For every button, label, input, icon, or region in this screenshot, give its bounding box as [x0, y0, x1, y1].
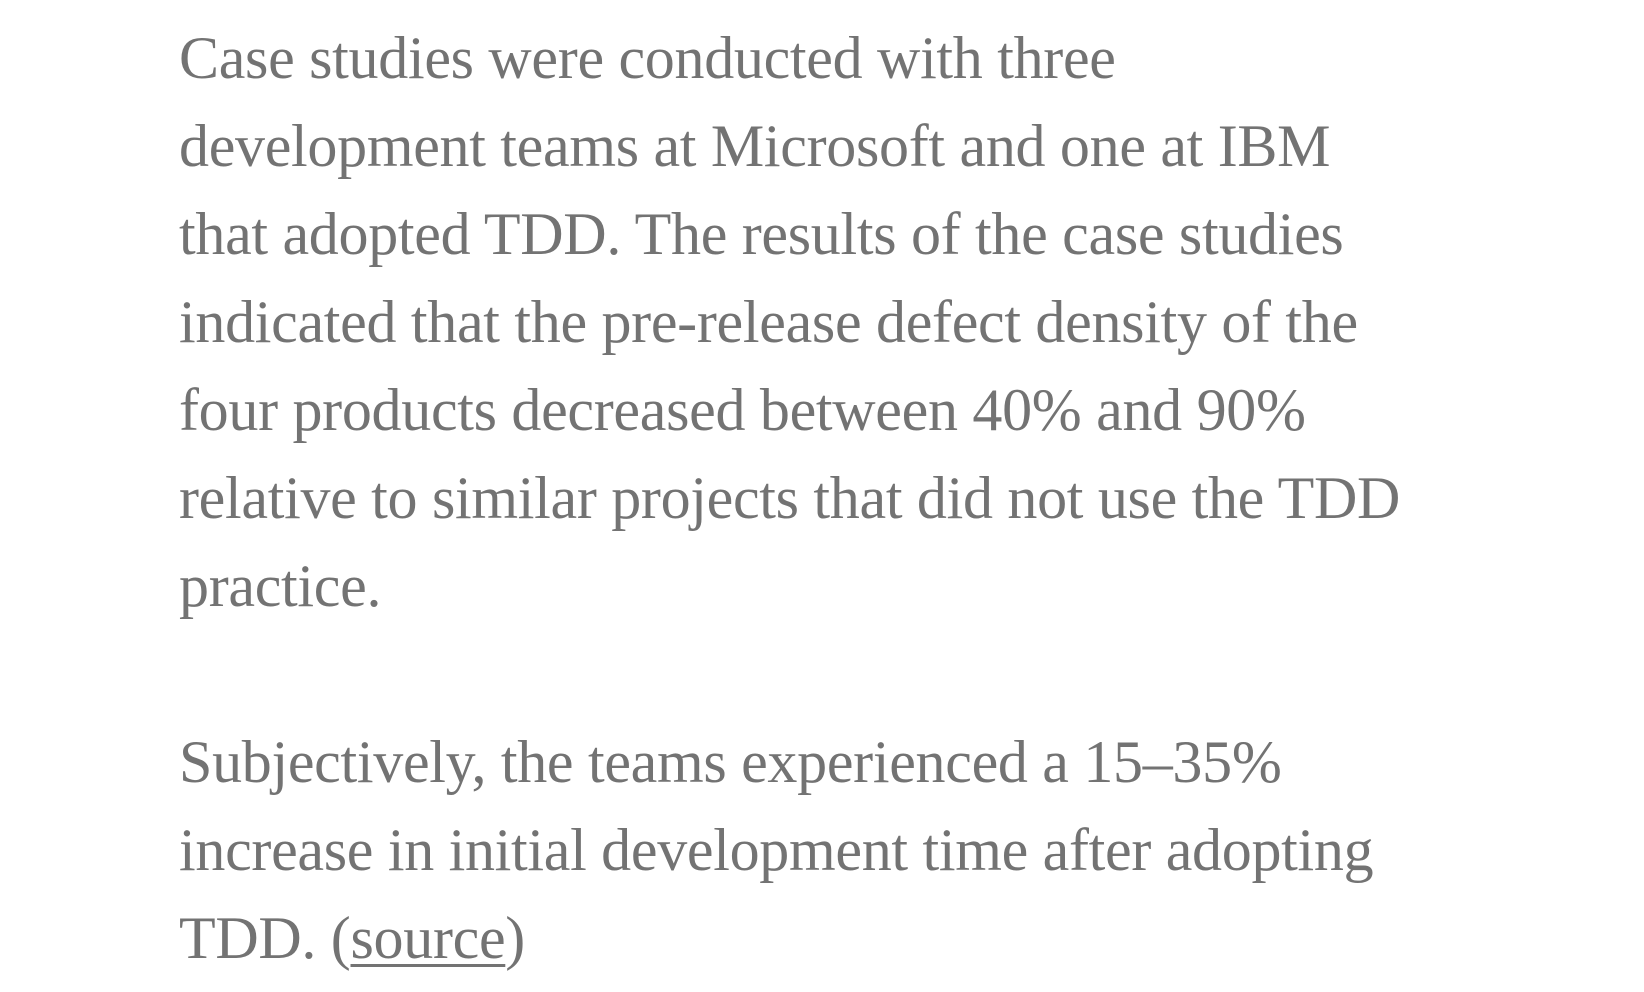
text-line: relative to similar projects that did no… [179, 465, 1401, 531]
paragraph-case-studies: Case studies were conducted with three d… [179, 14, 1509, 630]
article-body: Case studies were conducted with three d… [179, 14, 1509, 982]
text-line: practice. [179, 553, 382, 619]
text-line: development teams at Microsoft and one a… [179, 113, 1331, 179]
text-line: that adopted TDD. The results of the cas… [179, 201, 1344, 267]
text-line: indicated that the pre-release defect de… [179, 289, 1358, 355]
text-line: increase in initial development time aft… [179, 817, 1374, 883]
text-line: Case studies were conducted with three [179, 25, 1116, 91]
text-line-with-link: TDD. (source) [179, 894, 1509, 982]
text-line-suffix: ) [505, 905, 525, 971]
paragraph-development-time: Subjectively, the teams experienced a 15… [179, 718, 1509, 982]
source-link[interactable]: source [350, 905, 506, 971]
text-line: four products decreased between 40% and … [179, 377, 1306, 443]
text-line-prefix: TDD. ( [179, 905, 351, 971]
text-line: Subjectively, the teams experienced a 15… [179, 729, 1282, 795]
